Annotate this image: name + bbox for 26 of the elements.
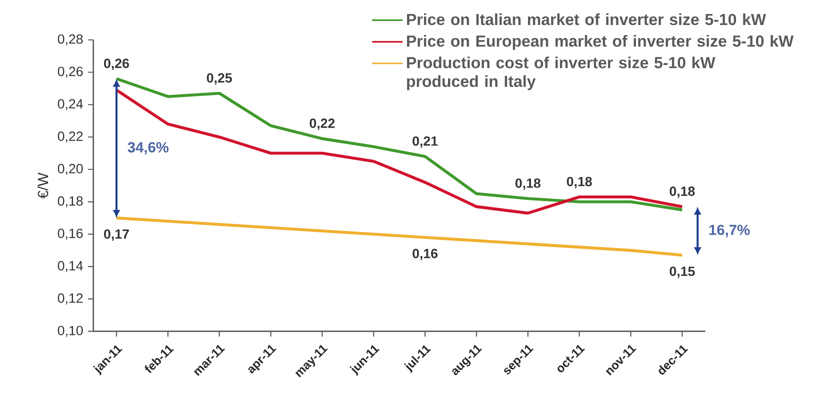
y-tick-label: 0,14 (58, 261, 83, 272)
data-label: 0,16 (412, 248, 438, 260)
data-label: 0,15 (670, 266, 695, 278)
y-tick-label: 0,12 (58, 293, 83, 304)
text: 16,7% (709, 224, 750, 238)
data-label: 0,26 (104, 58, 129, 70)
data-label: 0,18 (515, 178, 540, 190)
y-tick-label: 0,26 (58, 66, 83, 78)
annotation: 34,6% (128, 142, 169, 155)
y-tick-label: 0,28 (58, 34, 83, 46)
y-tick-label: 0,24 (58, 99, 83, 110)
y-tick-label: 0,16 (58, 228, 83, 240)
data-label: 0,25 (206, 73, 232, 85)
y-tick-label: 0,18 (58, 196, 83, 208)
y-tick-label: 0,20 (58, 164, 83, 175)
y-tick-label: 0,10 (58, 326, 83, 337)
y-tick-label: 0,22 (58, 132, 83, 143)
legend-label: Price on European market of inverter size 5-10 kW (407, 35, 794, 50)
data-label: 0,22 (310, 118, 335, 130)
legend-label: Production cost of inverter size 5-10 kW produced in Italy (407, 56, 716, 90)
legend-label: Price on Italian market of inverter size 5-10 kW (407, 13, 766, 26)
data-label: 0,21 (412, 136, 438, 148)
data-label: 0,18 (670, 186, 695, 198)
y-axis-title: €/W (37, 172, 48, 199)
data-label: 0,18 (566, 176, 592, 188)
data-label: 0,17 (104, 229, 129, 241)
